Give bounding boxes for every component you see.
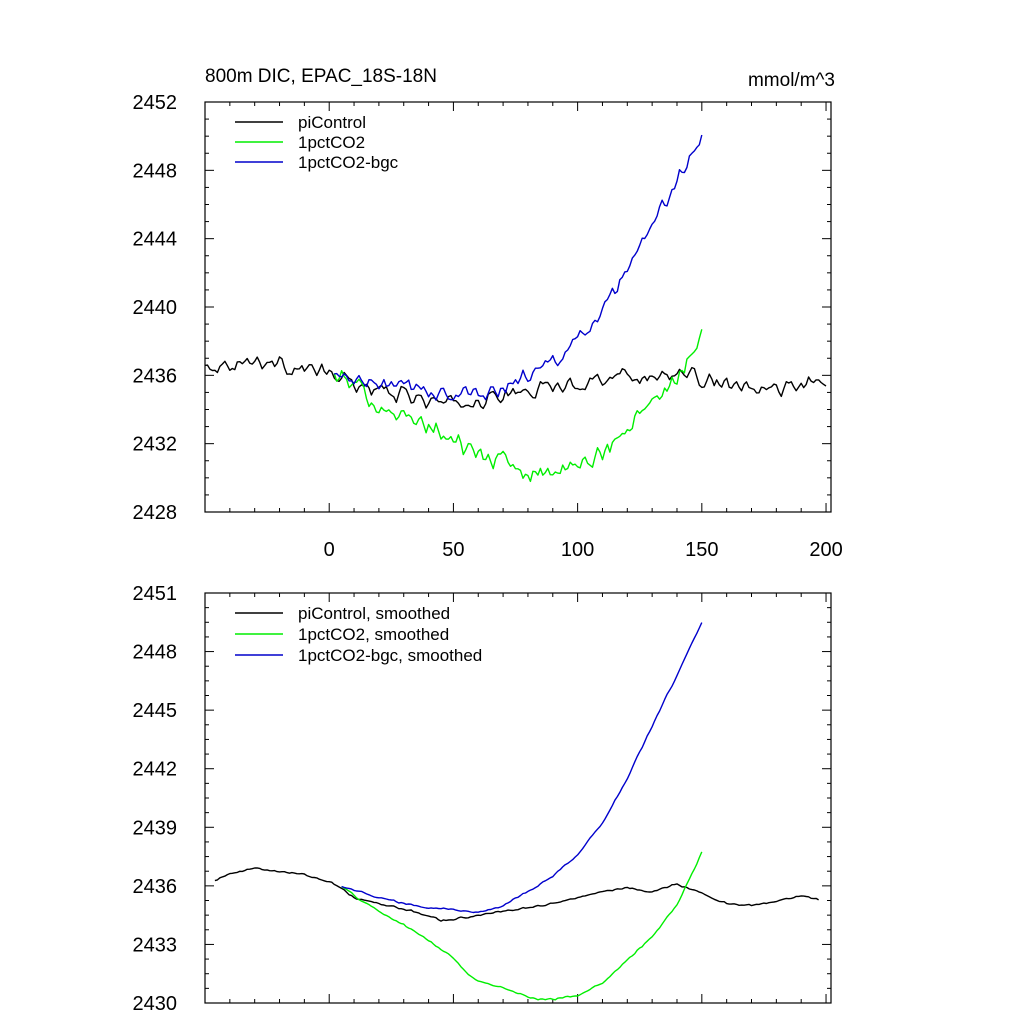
series-line [333, 329, 703, 483]
units-label: mmol/m^3 [748, 70, 835, 91]
legend-label: 1pctCO2 [298, 133, 365, 152]
y-tick-label: 2430 [133, 993, 178, 1015]
chart-title: 800m DIC, EPAC_18S-18N [205, 66, 437, 87]
y-tick-label: 2448 [133, 642, 178, 664]
bottom-panel: 2430 2433 2436 2439 2442 2445 2448 2451 piContro… [133, 583, 832, 1015]
legend-label: 1pctCO2, smoothed [298, 625, 449, 644]
series-line [204, 356, 827, 410]
x-tick-label: 200 [809, 539, 842, 561]
legend-label: piControl [298, 113, 366, 132]
series-line [341, 851, 703, 1001]
legend-label: 1pctCO2-bgc, smoothed [298, 646, 482, 665]
x-tick-label: 0 [324, 539, 335, 561]
x-tick-label: 150 [685, 539, 718, 561]
y-tick-label: 2436 [133, 876, 178, 898]
y-tick-label: 2451 [133, 583, 178, 605]
x-tick-label: 100 [561, 539, 594, 561]
y-tick-label: 2440 [133, 297, 178, 319]
y-tick-label: 2439 [133, 817, 178, 839]
y-tick-label: 2445 [133, 700, 178, 722]
y-tick-label: 2448 [133, 160, 178, 182]
x-tick-label: 50 [442, 539, 464, 561]
y-tick-label: 2428 [133, 502, 178, 524]
y-tick-label: 2442 [133, 759, 178, 781]
top-panel: 800m DIC, EPAC_18S-18N mmol/m^3 2428 2432… [133, 66, 843, 561]
y-tick-label: 2452 [133, 92, 178, 114]
legend-label: 1pctCO2-bgc [298, 153, 399, 172]
y-tick-label: 2432 [133, 434, 178, 456]
y-tick-label: 2436 [133, 365, 178, 387]
series-line [341, 622, 703, 914]
series-line [334, 134, 703, 401]
y-tick-label: 2433 [133, 934, 178, 956]
legend-label: piControl, smoothed [298, 604, 450, 623]
y-tick-label: 2444 [133, 229, 178, 251]
series-line [214, 867, 819, 922]
